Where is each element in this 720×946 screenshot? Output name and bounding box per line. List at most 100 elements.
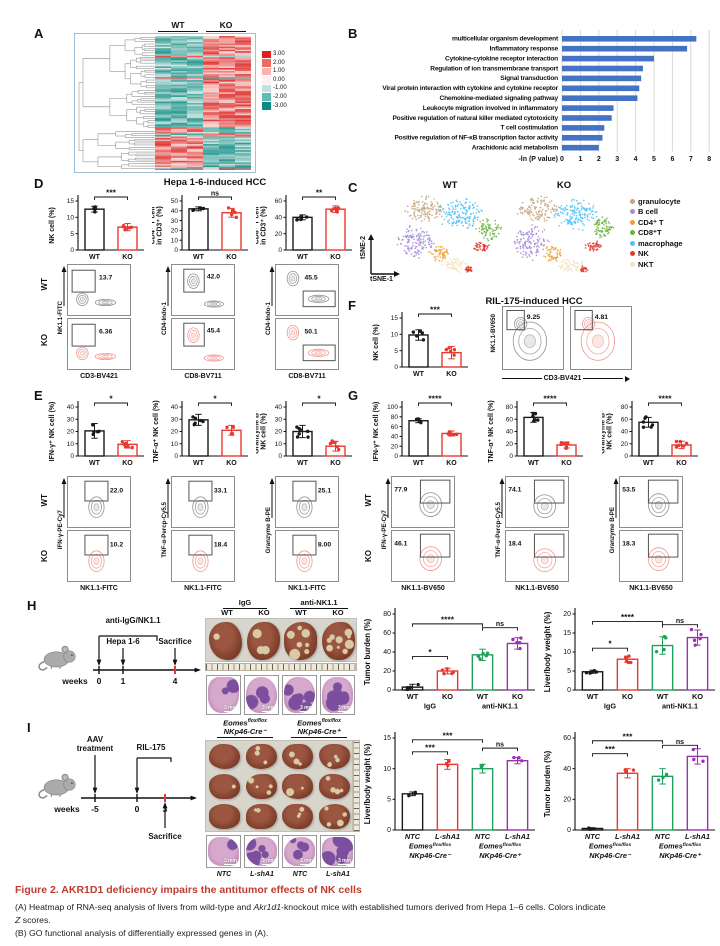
ifng-nk-ril-chart: 0 20 40 60 80 100 IFN-γ⁺ NK cell (%) WT KO ****	[372, 394, 472, 483]
svg-text:0: 0	[624, 453, 628, 460]
flow-y-axis-label: TNF-α-Percp-Cy5.5	[161, 502, 168, 558]
flow-y-axis: Granzyme B-PE	[262, 476, 275, 584]
svg-text:KO: KO	[226, 460, 237, 467]
panel-c: C WT KO tSNE-2 tSNE-1 granulocyte B cell…	[344, 178, 716, 296]
svg-text:15: 15	[67, 198, 75, 205]
svg-text:10.2: 10.2	[110, 542, 123, 549]
svg-text:*: *	[317, 394, 321, 404]
flow-y-axis: IFN-γ-PE-Cy7	[378, 476, 391, 584]
svg-text:33.1: 33.1	[214, 488, 227, 495]
panel-c-label: C	[348, 180, 358, 195]
svg-text:18.4: 18.4	[214, 542, 227, 549]
heatmap	[155, 36, 251, 170]
flow-plot-box: 4.81	[570, 306, 632, 375]
svg-text:Granzyme B⁺: Granzyme B⁺	[602, 409, 607, 454]
flow-y-axis-label: TNF-α-Percp-Cy5.5	[495, 502, 502, 558]
svg-text:WT: WT	[193, 460, 205, 467]
svg-text:10: 10	[67, 441, 75, 448]
svg-text:45.4: 45.4	[207, 328, 220, 335]
svg-text:0: 0	[394, 453, 398, 460]
heatmap-frame	[74, 33, 256, 173]
panel-e-label: E	[34, 388, 43, 403]
histology-image: 3 mm	[320, 675, 355, 715]
svg-text:0: 0	[174, 453, 178, 460]
svg-text:46.1: 46.1	[394, 541, 407, 548]
bar-chart: 0 20 40 60 80 TNF-α⁺ NK cell (%) WT KO ****	[488, 394, 583, 467]
svg-text:KO: KO	[330, 460, 341, 467]
svg-text:weeks: weeks	[61, 676, 88, 686]
svg-text:anti-NK1.1: anti-NK1.1	[482, 702, 518, 711]
flow-cytometry-plot: 10.2	[67, 530, 131, 582]
legend-item: NKT	[630, 259, 683, 270]
tsne-x-label: tSNE-1	[370, 276, 393, 283]
svg-text:KO: KO	[122, 254, 133, 261]
legend-dot-icon	[630, 230, 635, 236]
bar-chart: 0 10 20 30 40 Granzyme B⁺ NK cell (%) WT KO *	[254, 394, 352, 467]
svg-text:*: *	[428, 647, 432, 657]
svg-text:5: 5	[387, 797, 391, 804]
heatmap-group-ko: KO	[206, 20, 246, 32]
svg-text:KO: KO	[446, 371, 457, 378]
svg-text:4.81: 4.81	[595, 314, 608, 321]
flow-column: Granzyme B-PE 53.5 18.3 NK1.1-BV650	[606, 476, 683, 592]
genotype-header-1: Eomesflox/flox	[223, 718, 267, 728]
svg-text:15: 15	[383, 735, 391, 742]
svg-text:KO: KO	[226, 254, 237, 261]
svg-text:74.1: 74.1	[508, 487, 521, 494]
svg-text:8.00: 8.00	[318, 542, 331, 549]
flow-y-axis: NK1.1-FITC	[54, 264, 67, 372]
svg-text:Tumor burden (%): Tumor burden (%)	[363, 618, 372, 685]
flow-row-ko: KO	[364, 550, 373, 562]
hist-label-lsha1: L-shA1	[250, 871, 274, 878]
flow-row-ko: KO	[40, 334, 49, 346]
flow-x-axis-label: NK1.1-FITC	[288, 585, 326, 592]
bar-chart: 0 20 40 60 80 Granzyme B⁺ NK cell (%) WT KO ****	[600, 394, 698, 467]
svg-text:60: 60	[383, 630, 391, 637]
panel-d-label: D	[34, 176, 44, 191]
svg-text:CD4⁺ T cell: CD4⁺ T cell	[152, 207, 157, 245]
tsne-axes-icon	[368, 234, 400, 277]
tsne-legend: granulocyte B cell CD4⁺ T CD8⁺T macropha…	[630, 196, 683, 270]
panel-d: D Hepa 1-6-induced HCC 0 5 10 15 NK cell (%)…	[30, 176, 352, 388]
svg-text:20: 20	[506, 441, 514, 448]
svg-text:Granzyme B⁺: Granzyme B⁺	[256, 409, 261, 454]
colorbar-tick: -1.00	[273, 85, 287, 92]
flow-column: IFN-γ-PE-Cy7 77.9 46.1 NK1.1-BV650	[378, 476, 455, 592]
panel-i-label: I	[27, 720, 31, 735]
svg-text:20: 20	[563, 797, 571, 804]
scale-bar-label: 3 mm	[337, 705, 351, 712]
caption-line: (B) GO functional analysis of differenti…	[15, 928, 269, 938]
legend-dot-icon	[630, 240, 635, 246]
svg-text:5: 5	[652, 156, 656, 163]
colorbar-swatch	[262, 102, 271, 110]
svg-text:45.5: 45.5	[304, 275, 317, 282]
svg-text:10: 10	[275, 441, 283, 448]
svg-text:Positive regulation of NF-κB t: Positive regulation of NF-κB transcripti…	[394, 135, 558, 142]
flow-y-axis: CD4-Indo-1	[262, 264, 275, 372]
liver-photo	[318, 744, 350, 769]
scale-bar-label: 3 mm	[261, 858, 275, 865]
flow-row-wt: WT	[364, 494, 373, 507]
bar-chart: 0 20 40 60 Tumor burden (%) NTC L-shA1 NTC L-shA…	[543, 731, 715, 860]
caption-body: (A) Heatmap of RNA-seq analysis of liver…	[15, 901, 709, 940]
svg-text:30: 30	[275, 416, 283, 423]
svg-text:****: ****	[441, 614, 455, 624]
colorbar-tick: 1.00	[273, 68, 285, 75]
svg-text:0: 0	[560, 156, 564, 163]
svg-text:30: 30	[171, 416, 179, 423]
flow-y-axis: Granzyme B-PE	[606, 476, 619, 584]
svg-text:4: 4	[173, 676, 178, 686]
svg-text:8: 8	[707, 156, 711, 163]
colorbar-swatch	[262, 93, 271, 102]
svg-text:20: 20	[275, 231, 283, 238]
panel-a: A WT KO 3.00 2.00 1.00 0.00 -1.00 -2.00 -3.00	[30, 20, 342, 176]
flow-column: IFN-γ-PE-Cy7 22.0 10.2 NK1.1-FITC	[54, 476, 131, 592]
legend-dot-icon	[630, 251, 635, 257]
ruler-icon	[205, 663, 357, 671]
svg-text:10: 10	[171, 237, 179, 244]
svg-text:TNF-α⁺ NK cell (%): TNF-α⁺ NK cell (%)	[153, 400, 160, 462]
svg-text:1: 1	[578, 156, 582, 163]
svg-text:KO: KO	[512, 692, 523, 701]
